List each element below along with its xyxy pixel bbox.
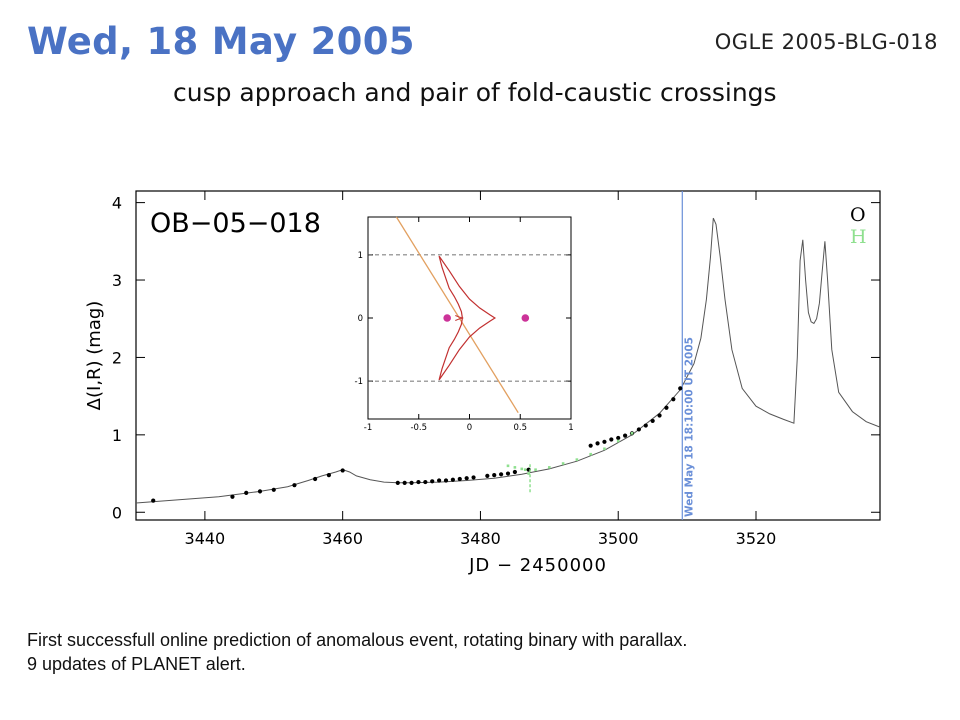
data-point-o xyxy=(636,427,641,432)
inset-x-tick-label: 0 xyxy=(467,423,472,433)
inset-y-tick-label: 0 xyxy=(358,314,363,324)
data-point-o xyxy=(657,413,662,418)
y-axis-label: Δ(I,R) (mag) xyxy=(84,301,105,411)
data-point-o xyxy=(664,405,669,410)
caption: First successfull online prediction of a… xyxy=(27,628,687,676)
data-point-o xyxy=(292,483,297,488)
data-point-o xyxy=(616,435,621,441)
data-point-o xyxy=(395,480,400,485)
chart-title: OB−05−018 xyxy=(150,208,321,239)
data-point-o xyxy=(230,494,235,499)
prediction-label: Wed May 18 18:10:00 UT 2005 xyxy=(683,337,695,517)
data-point-o xyxy=(423,479,428,485)
y-tick-label: 1 xyxy=(112,426,122,445)
data-point-h xyxy=(616,439,620,443)
lens-marker xyxy=(521,314,530,322)
event-id: OGLE 2005-BLG-018 xyxy=(714,30,938,54)
data-point-o xyxy=(588,443,593,448)
y-tick-label: 3 xyxy=(112,271,122,290)
x-tick-label: 3520 xyxy=(736,529,777,548)
caption-line-2: 9 updates of PLANET alert. xyxy=(27,654,246,674)
inset-x-tick-label: 1 xyxy=(568,423,573,433)
data-point-o xyxy=(512,469,517,475)
data-point-o xyxy=(602,439,607,444)
data-point-o xyxy=(416,479,421,485)
data-point-o xyxy=(650,418,655,424)
data-point-h xyxy=(506,464,510,468)
data-point-o xyxy=(464,476,469,481)
legend-entry: H xyxy=(850,226,867,248)
inset-x-tick-label: 0.5 xyxy=(513,423,527,433)
inset-x-tick-label: -0.5 xyxy=(410,423,427,433)
data-point-o xyxy=(271,487,276,492)
data-point-o xyxy=(595,441,600,446)
data-point-h xyxy=(603,447,606,451)
data-point-o xyxy=(340,468,345,473)
inset-x-tick-label: -1 xyxy=(364,423,372,433)
inset-y-tick-label: 1 xyxy=(358,251,363,261)
page-subtitle: cusp approach and pair of fold-caustic c… xyxy=(173,78,777,107)
data-point-o xyxy=(326,473,331,478)
data-point-h xyxy=(534,468,537,471)
data-point-o xyxy=(609,437,614,442)
data-point-h xyxy=(561,462,565,465)
lens-marker xyxy=(443,314,451,322)
data-point-o xyxy=(257,489,263,494)
data-point-h xyxy=(513,466,517,469)
data-point-h xyxy=(575,458,579,461)
data-point-h xyxy=(520,467,524,471)
data-point-h xyxy=(527,472,530,475)
data-point-o xyxy=(450,477,455,482)
data-point-o xyxy=(443,478,449,483)
data-point-o xyxy=(409,480,414,485)
data-point-o xyxy=(678,386,683,391)
data-point-o xyxy=(492,473,497,478)
data-point-o xyxy=(671,397,676,402)
data-point-o xyxy=(313,476,318,482)
data-point-o xyxy=(499,472,504,477)
caustic-curve xyxy=(438,255,497,381)
data-point-h xyxy=(548,466,551,469)
data-point-o xyxy=(437,478,442,483)
data-point-o xyxy=(402,480,407,485)
data-point-h xyxy=(630,431,634,435)
data-point-o xyxy=(643,423,648,428)
data-point-h xyxy=(523,468,527,471)
y-tick-label: 2 xyxy=(112,348,122,367)
data-point-o xyxy=(623,433,628,438)
model-curve xyxy=(135,217,881,504)
y-tick-label: 4 xyxy=(112,194,122,213)
data-point-o xyxy=(430,479,435,484)
data-point-o xyxy=(151,498,156,503)
inset-background xyxy=(346,214,579,446)
data-point-o xyxy=(485,473,490,478)
legend-entry: O xyxy=(850,204,866,226)
inset-y-tick-label: -1 xyxy=(355,377,363,387)
x-tick-label: 3500 xyxy=(598,529,639,548)
x-tick-label: 3460 xyxy=(322,529,363,548)
data-point-o xyxy=(244,490,249,496)
y-tick-label: 0 xyxy=(112,503,122,522)
data-point-h xyxy=(589,452,592,456)
caustic-inner-cusp xyxy=(455,315,465,321)
data-point-o xyxy=(457,476,462,482)
x-axis-label: JD − 2450000 xyxy=(468,555,607,576)
x-tick-label: 3480 xyxy=(460,529,501,548)
data-point-o xyxy=(471,475,476,480)
caption-line-1: First successfull online prediction of a… xyxy=(27,630,688,650)
page-title: Wed, 18 May 2005 xyxy=(27,20,415,63)
data-point-o xyxy=(505,471,511,476)
x-tick-label: 3440 xyxy=(185,529,226,548)
source-trajectory xyxy=(395,216,519,414)
